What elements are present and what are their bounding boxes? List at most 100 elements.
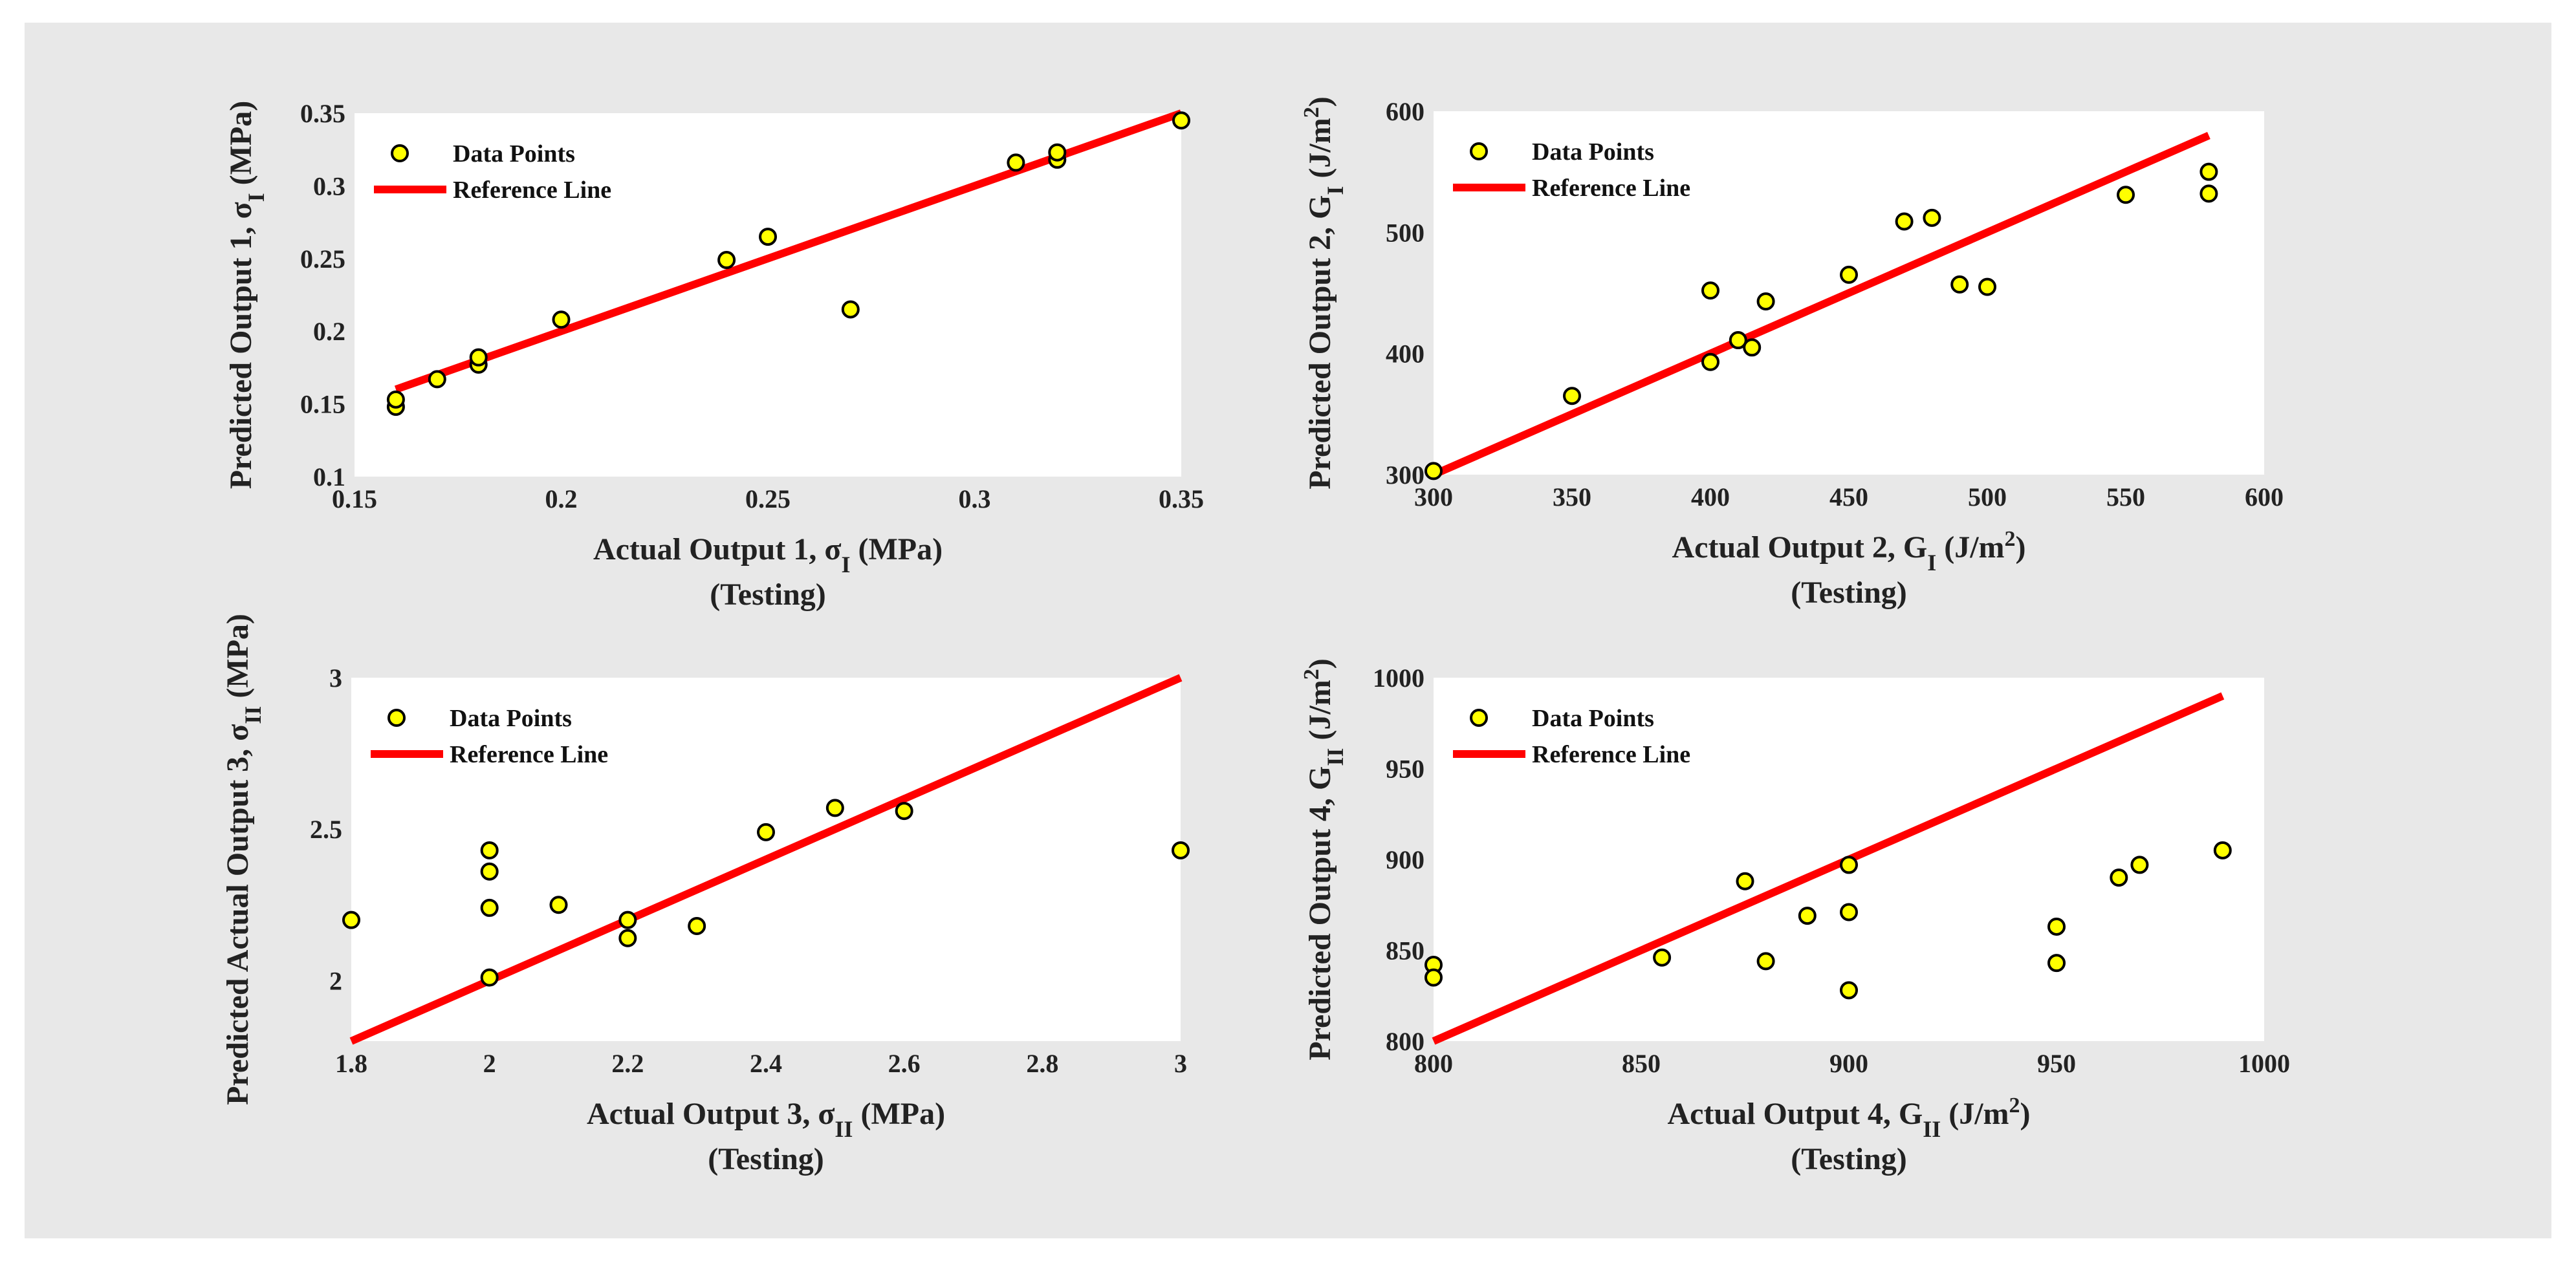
x-tick-label: 450: [1829, 482, 1868, 512]
y-tick-label: 3: [329, 663, 342, 693]
data-point: [1563, 387, 1581, 405]
x-tick-label: 850: [1622, 1049, 1661, 1078]
data-point: [386, 390, 405, 409]
y-tick-label: 500: [1386, 218, 1424, 247]
data-point: [342, 911, 360, 929]
x-tick-label: 550: [2106, 482, 2145, 512]
data-point: [2199, 162, 2218, 181]
data-point: [469, 348, 488, 367]
data-point: [2130, 856, 2149, 874]
x-tick-label: 2.8: [1026, 1049, 1058, 1078]
data-point: [552, 310, 571, 329]
y-tick-label: 0.15: [300, 390, 345, 419]
data-point: [1895, 212, 1914, 231]
data-point: [1007, 153, 1025, 172]
data-point: [1840, 265, 1858, 284]
chart-4: 800 850 900 950 1000 800 850 900 950 1000 Actual O…: [1300, 658, 2291, 1176]
y-tick-label: 800: [1386, 1027, 1424, 1056]
legend-marker-data-points: [391, 144, 409, 162]
data-point: [1424, 462, 1443, 480]
data-point: [757, 823, 775, 841]
x-tick-label: 2: [483, 1049, 496, 1078]
data-point: [480, 862, 499, 881]
x-tick-label: 0.15: [332, 484, 377, 513]
x-tick-label: 350: [1553, 482, 1591, 512]
x-tick-label: 500: [1968, 482, 2007, 512]
reference-line: [1432, 131, 2210, 479]
x-tick-label: 300: [1414, 482, 1453, 512]
x-axis-label-line2: (Testing): [1791, 1142, 1907, 1176]
reference-line: [1432, 692, 2225, 1045]
x-tick-label: 1000: [2238, 1049, 2290, 1078]
x-axis-label: Actual Output 1, σI (MPa): [593, 532, 943, 577]
data-point: [1756, 292, 1775, 311]
data-point: [1424, 968, 1443, 987]
chart-1: 0.15 0.2 0.25 0.3 0.350.10.150.20.250.30.35A…: [224, 99, 1204, 612]
data-point: [2110, 868, 2128, 887]
data-point: [841, 300, 860, 319]
data-point: [1172, 111, 1190, 130]
chart-2: 300 350 400 450 500 550 600 300 400 500 600 Actual …: [1300, 96, 2284, 610]
data-point: [717, 251, 736, 270]
x-axis-label-line2: (Testing): [1791, 576, 1907, 610]
x-axis-label: Actual Output 2, GI (J/m2): [1672, 527, 2025, 576]
y-tick-label: 400: [1386, 339, 1424, 369]
data-point: [1950, 275, 1969, 294]
data-point: [2047, 954, 2066, 973]
data-point: [1840, 856, 1858, 874]
y-tick-label: 0.2: [313, 317, 345, 346]
legend-label-data-points: Data Points: [450, 705, 572, 732]
legend-label-data-points: Data Points: [1532, 705, 1654, 732]
data-point: [1923, 208, 1941, 227]
legend-label-data-points: Data Points: [1532, 138, 1654, 166]
y-tick-label: 900: [1386, 845, 1424, 874]
y-tick-label: 1000: [1373, 663, 1424, 693]
data-point: [1978, 277, 1996, 296]
legend-label-reference-line: Reference Line: [1532, 175, 1690, 202]
data-point: [1840, 903, 1858, 921]
y-tick-label: 0.25: [300, 244, 345, 274]
figure-svg: 0.15 0.2 0.25 0.3 0.350.10.150.20.250.30.35A…: [221, 96, 2291, 1176]
data-point: [1172, 841, 1190, 859]
legend-marker-data-points: [387, 709, 406, 727]
data-point: [1798, 907, 1817, 925]
x-tick-label: 0.2: [545, 484, 578, 513]
x-tick-label: 0.35: [1159, 484, 1204, 513]
plot-area: [355, 113, 1181, 477]
data-point: [480, 968, 499, 987]
data-point: [480, 841, 499, 859]
legend-label-data-points: Data Points: [453, 140, 575, 167]
data-point: [1756, 952, 1775, 971]
x-tick-label: 2.6: [888, 1049, 921, 1078]
x-axis-label: Actual Output 3, σII (MPa): [587, 1097, 945, 1142]
x-tick-label: 0.3: [959, 484, 991, 513]
legend-marker-data-points: [1470, 709, 1488, 727]
data-point: [688, 917, 706, 936]
y-tick-label: 2: [329, 966, 342, 995]
y-axis-label: Predicted Output 4, GII (J/m2): [1300, 658, 1349, 1060]
figure-panel: 0.15 0.2 0.25 0.3 0.35 0.1 0.15 0.2 0.25 0.3 0.35 A…: [25, 23, 2551, 1238]
x-tick-label: 950: [2037, 1049, 2076, 1078]
y-tick-label: 0.3: [313, 171, 345, 200]
y-tick-label: 950: [1386, 755, 1424, 784]
x-tick-label: 1.8: [335, 1049, 367, 1078]
data-point: [480, 898, 499, 917]
x-tick-label: 2.2: [611, 1049, 644, 1078]
data-point: [618, 911, 637, 929]
data-point: [1736, 872, 1754, 890]
x-tick-label: 3: [1174, 1049, 1187, 1078]
data-point: [2199, 184, 2218, 203]
data-point: [1701, 352, 1719, 371]
y-tick-label: 0.1: [313, 462, 345, 491]
y-tick-label: 850: [1386, 936, 1424, 965]
data-point: [1743, 338, 1762, 357]
x-tick-label: 900: [1829, 1049, 1868, 1078]
x-tick-label: 600: [2245, 482, 2284, 512]
legend-label-reference-line: Reference Line: [453, 177, 611, 204]
data-point: [1653, 948, 1672, 967]
legend-marker-data-points: [1470, 142, 1488, 160]
data-point: [1048, 143, 1067, 162]
data-point: [2213, 841, 2232, 859]
y-tick-label: 300: [1386, 460, 1424, 490]
data-point: [1840, 981, 1858, 1000]
